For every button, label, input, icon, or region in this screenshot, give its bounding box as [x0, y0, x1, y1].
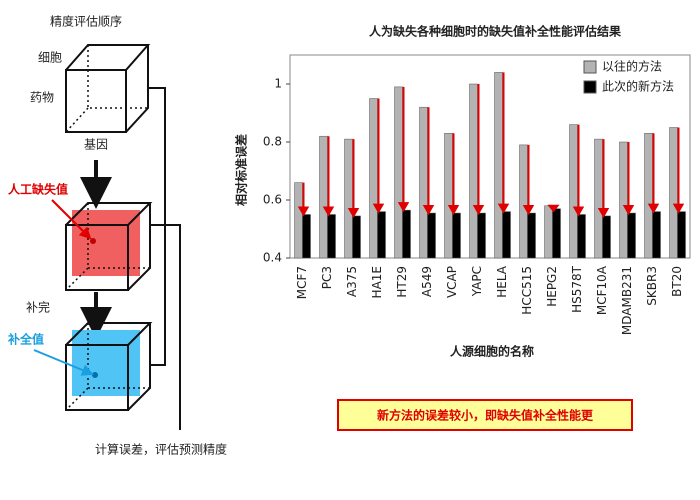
- change-arrow: [472, 84, 485, 216]
- axis-label: 细胞: [38, 51, 62, 65]
- change-arrow: [347, 139, 360, 218]
- x-tick-label: PC3: [320, 266, 334, 289]
- x-tick-label: HA1E: [370, 266, 384, 298]
- cube: [65, 44, 151, 133]
- bar: [419, 106, 428, 259]
- change-arrow: [522, 144, 535, 216]
- bar: [394, 86, 403, 259]
- imputed-label: 补全值: [7, 332, 44, 347]
- y-axis-title: 相对标准误差: [234, 134, 249, 206]
- change-arrow: [672, 127, 685, 214]
- result-label: 计算误差，评估预测精度: [95, 442, 227, 457]
- change-arrow: [647, 133, 660, 214]
- plot-frame: [289, 54, 691, 259]
- bar: [352, 215, 361, 259]
- bar: [619, 141, 628, 259]
- bracket: [148, 87, 166, 366]
- change-arrow: [422, 107, 435, 216]
- x-tick-label: HCC515: [520, 266, 534, 315]
- change-arrow: [297, 182, 310, 217]
- legend-label: 以往的方法: [602, 59, 662, 74]
- bar: [569, 124, 578, 259]
- bar: [652, 211, 661, 259]
- bar: [519, 144, 528, 259]
- x-tick-label: A375: [345, 266, 359, 297]
- bracket: [150, 224, 181, 430]
- note: 新方法的误差较小，即缺失值补全性能更: [377, 408, 594, 423]
- cube-missing: [65, 202, 153, 291]
- x-tick-label: HS578T: [570, 265, 584, 313]
- change-arrow: [597, 139, 610, 218]
- pointer: [51, 199, 92, 240]
- diagram: 精度评估顺序 细胞 药物 基因 人工缺失值 补完 补全值 计算误差，评估预测精度: [7, 14, 227, 457]
- bar: [644, 133, 653, 259]
- bar: [444, 133, 453, 259]
- change-arrow: [397, 86, 410, 213]
- bar: [327, 214, 336, 259]
- change-arrow: [572, 124, 585, 217]
- change-arrow: [622, 142, 635, 216]
- missing-label: 人工缺失值: [8, 182, 68, 197]
- x-tick-label: MCF7: [295, 266, 309, 299]
- change-arrow: [372, 98, 385, 214]
- x-axis-title: 人源细胞的名称: [450, 344, 534, 359]
- bar: [527, 212, 536, 259]
- pointer: [33, 349, 94, 376]
- change-arrow: [497, 72, 510, 214]
- legend-swatch: [583, 80, 597, 94]
- bar: [402, 209, 411, 259]
- change-arrow: [547, 204, 560, 213]
- bar: [294, 182, 303, 259]
- cube-imputed: [65, 322, 153, 411]
- bar: [319, 135, 328, 259]
- x-tick-label: MDAMB231: [620, 266, 634, 335]
- x-tick-label: HT29: [395, 266, 409, 298]
- x-tick-label: VCAP: [445, 266, 459, 298]
- axis-label: 基因: [84, 138, 108, 152]
- chart-title: 人为缺失各种细胞时的缺失值补全性能评估结果: [369, 24, 621, 39]
- step-label: 补完: [26, 300, 50, 315]
- bar: [377, 211, 386, 259]
- bar: [469, 83, 478, 259]
- x-tick-label: BT20: [670, 266, 684, 297]
- bar: [494, 72, 503, 259]
- diagram-heading: 精度评估顺序: [50, 14, 122, 29]
- legend-label: 此次的新方法: [602, 79, 674, 94]
- x-tick-label: YAPC: [470, 266, 484, 297]
- bar: [594, 138, 603, 259]
- x-tick-label: HELA: [495, 265, 509, 298]
- bar: [452, 212, 461, 259]
- bar: [502, 211, 511, 259]
- legend-swatch: [583, 60, 597, 74]
- note-box: [337, 399, 633, 431]
- x-tick-label: MCF10A: [595, 265, 609, 315]
- change-arrow: [447, 133, 460, 216]
- bar: [552, 208, 561, 259]
- bar: [477, 212, 486, 259]
- bar: [602, 215, 611, 259]
- x-tick-label: SKBR3: [645, 266, 659, 306]
- change-arrow: [322, 136, 335, 217]
- bar: [344, 138, 353, 259]
- bar: [427, 212, 436, 259]
- y-tick-label: 0.4: [263, 251, 282, 265]
- y-tick-label: 1: [274, 77, 282, 91]
- axis-label: 药物: [30, 91, 54, 105]
- bar: [369, 98, 378, 259]
- y-tick-label: 0.6: [263, 193, 282, 207]
- x-tick-label: HEPG2: [545, 266, 559, 307]
- y-tick-label: 0.8: [263, 135, 282, 149]
- bar: [677, 211, 686, 259]
- bar: [577, 214, 586, 259]
- bar: [302, 214, 311, 259]
- bar: [544, 205, 553, 259]
- chart: 人为缺失各种细胞时的缺失值补全性能评估结果 人源细胞的名称 相对标准误差 0.4…: [234, 24, 691, 359]
- x-tick-label: A549: [420, 266, 434, 297]
- bar: [669, 127, 678, 259]
- bar: [627, 212, 636, 259]
